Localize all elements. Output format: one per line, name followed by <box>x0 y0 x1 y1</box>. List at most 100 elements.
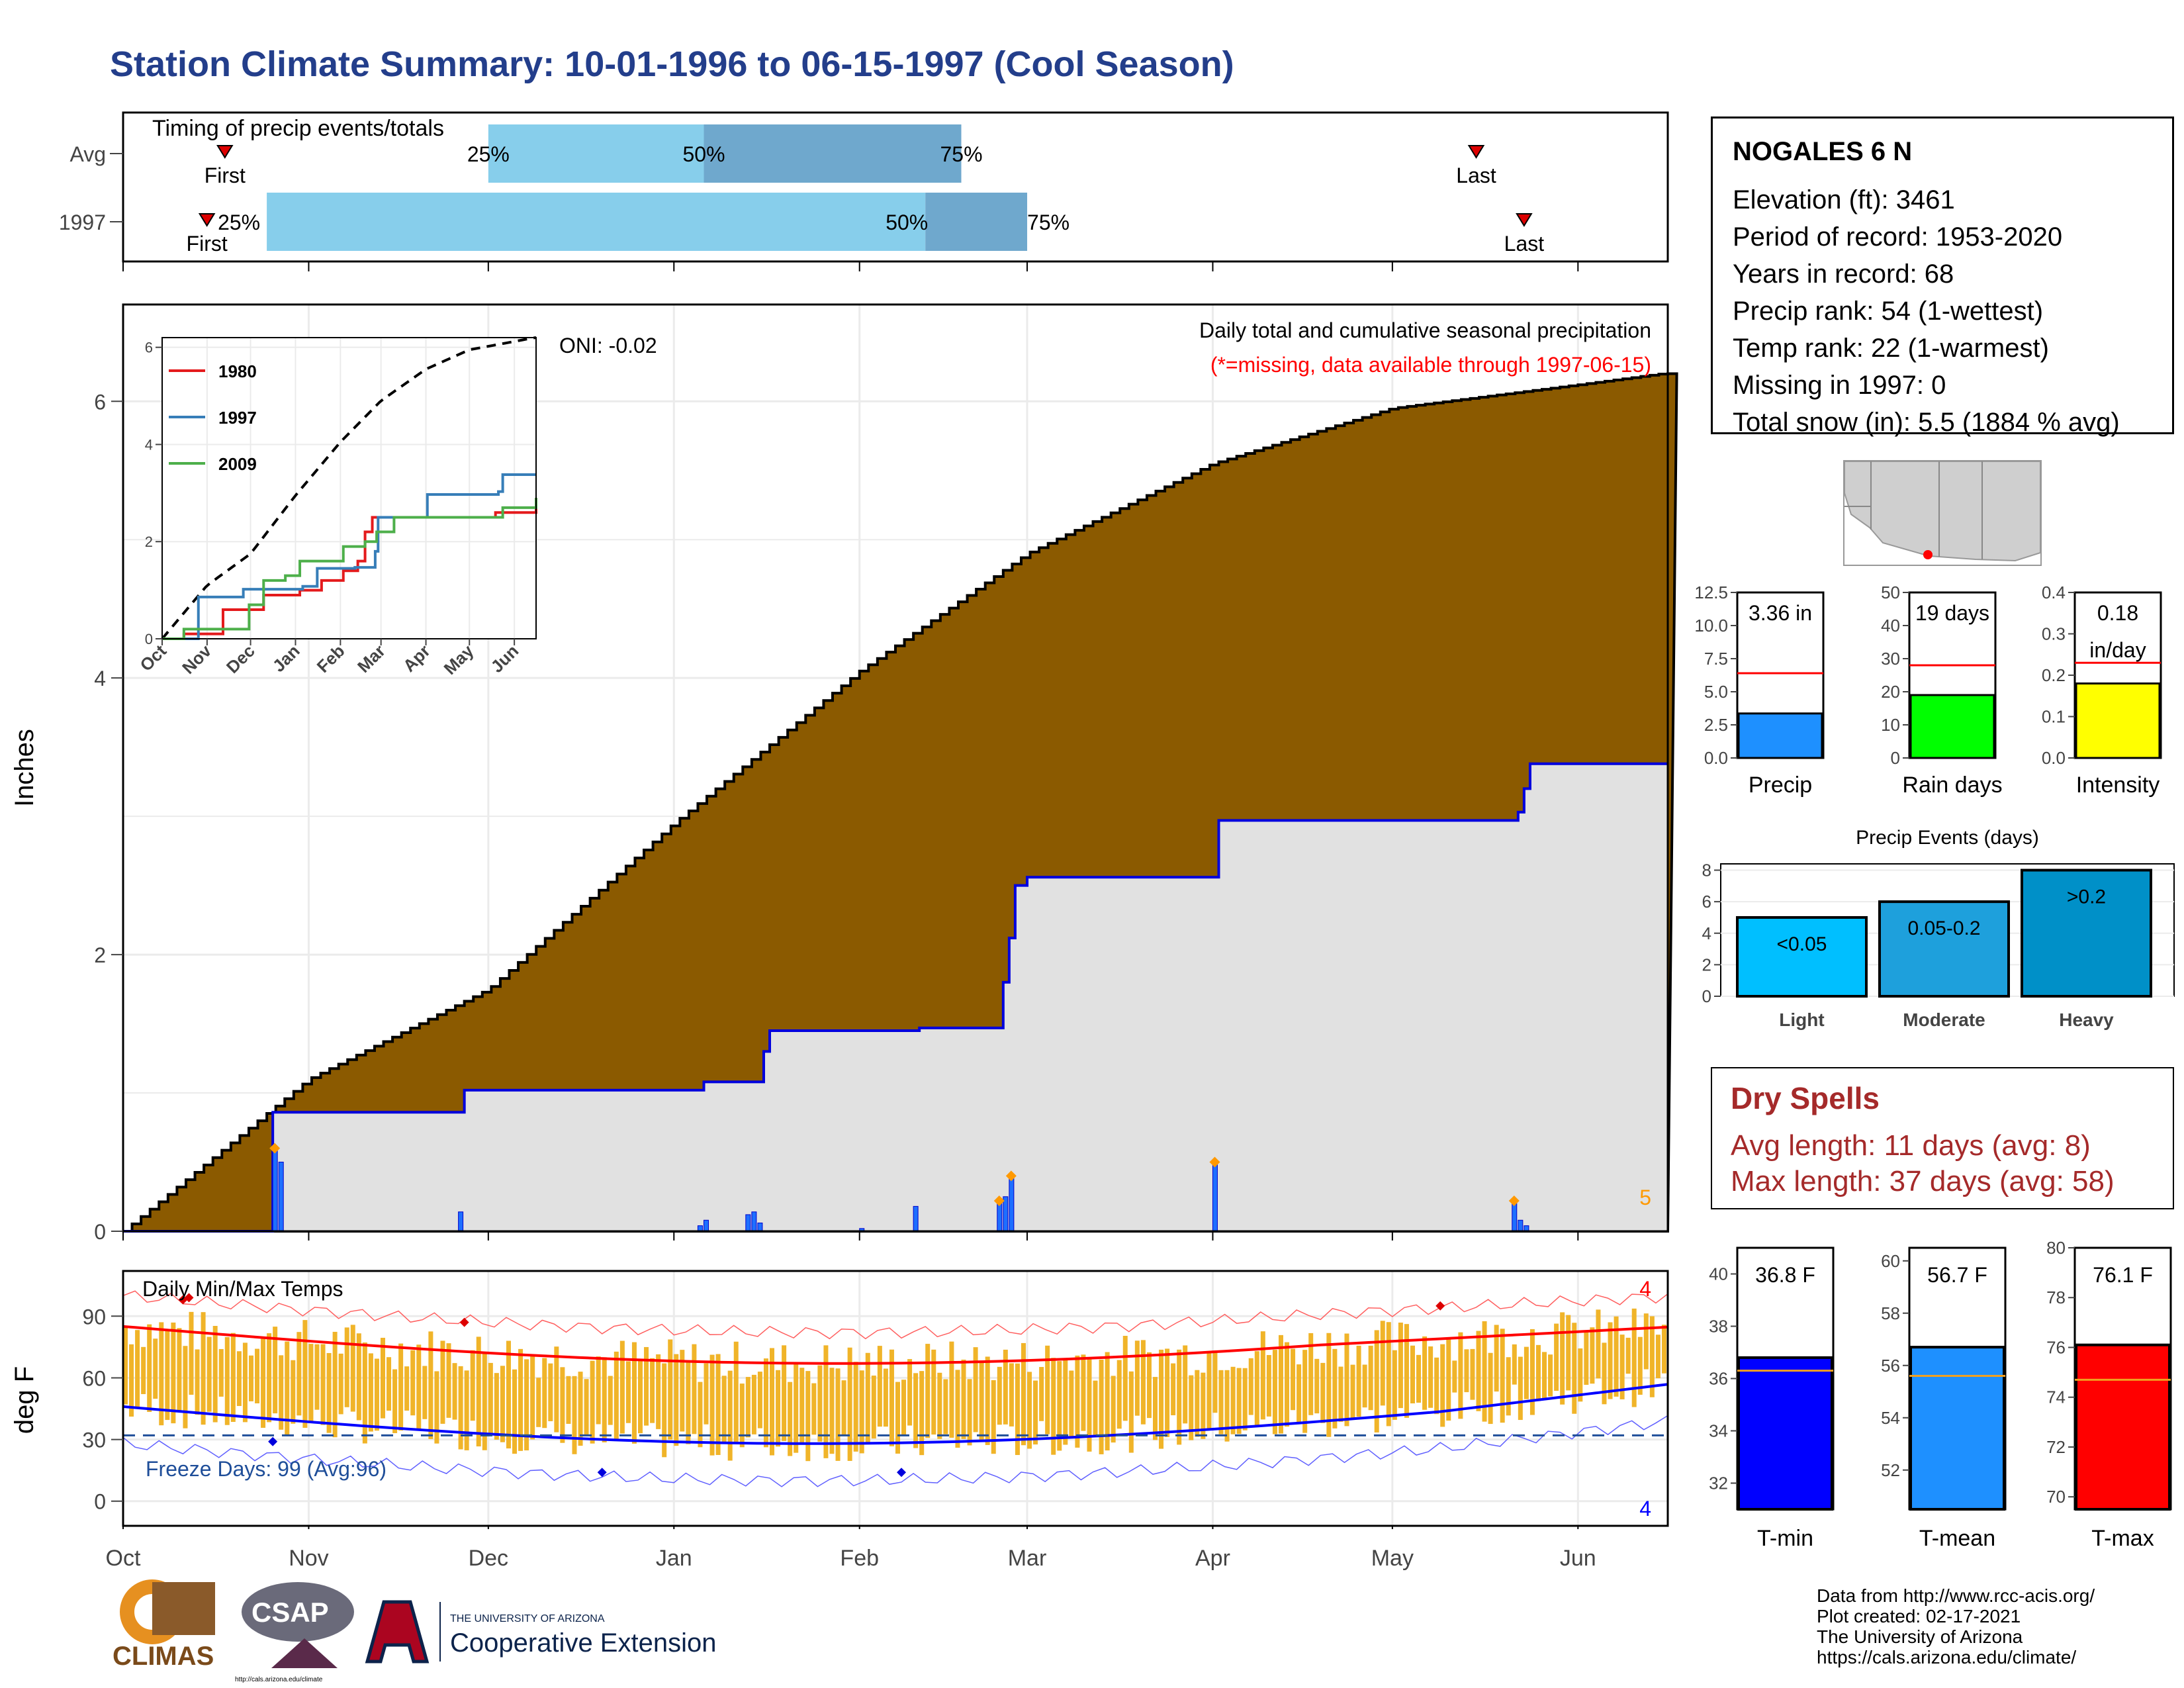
daily-temp-bar-181 <box>1206 1352 1212 1429</box>
daily-temp-bar-10 <box>183 1346 188 1429</box>
daily-temp-bar-29 <box>296 1332 302 1416</box>
daily-temp-bar-199 <box>1314 1358 1320 1414</box>
temp-bar-ytick-label-0-3: 38 <box>1709 1317 1728 1336</box>
temp-bar-ytick-label-0-1: 34 <box>1709 1421 1728 1441</box>
daily-temp-bar-158 <box>1069 1370 1074 1437</box>
daily-temp-bar-24 <box>267 1333 272 1423</box>
daily-temp-bar-230 <box>1500 1329 1505 1423</box>
daily-temp-bar-42 <box>374 1358 379 1431</box>
temp-ytick-label-0: 0 <box>94 1490 106 1514</box>
summary-label-0: Precip <box>1749 773 1812 798</box>
daily-precip-bar-4 <box>704 1219 709 1232</box>
summary-ytick-label-0-4: 10.0 <box>1694 616 1728 635</box>
daily-temp-bar-206 <box>1356 1345 1361 1417</box>
summary-bars: 0.0 2.5 5.0 7.5 10.0 12.5 3.36 in Precip 0 10 20 30… <box>1694 583 2162 798</box>
daily-precip-bar-5 <box>745 1214 751 1232</box>
summary-label-2: Intensity <box>2076 773 2160 798</box>
timing-bar-q25-q50-0 <box>488 124 704 183</box>
daily-temp-bar-94 <box>686 1361 691 1444</box>
x-axis-label-Jun: Jun <box>1559 1546 1596 1571</box>
daily-temp-bar-147 <box>1003 1349 1008 1425</box>
daily-temp-bar-129 <box>895 1382 900 1454</box>
station-detail-4: Temp rank: 22 (1-warmest) <box>1733 334 2049 363</box>
daily-temp-bar-53 <box>440 1340 445 1424</box>
temp-bar-ytick-label-2-2: 74 <box>2046 1387 2066 1407</box>
daily-temp-bar-71 <box>548 1363 553 1421</box>
daily-temp-bar-183 <box>1218 1370 1224 1434</box>
daily-temp-bar-48 <box>410 1350 416 1416</box>
daily-temp-bar-57 <box>464 1370 469 1450</box>
summary-value-2: 0.18 <box>2097 601 2138 625</box>
daily-temp-bar-84 <box>625 1361 631 1423</box>
temp-bar-ytick-label-1-4: 60 <box>1881 1251 1900 1271</box>
daily-temp-bar-217 <box>1422 1336 1428 1410</box>
timing-last-label-0: Last <box>1456 164 1496 187</box>
daily-temp-bar-159 <box>1075 1355 1080 1448</box>
daily-temp-bar-253 <box>1637 1336 1643 1395</box>
daily-temp-bar-85 <box>631 1342 637 1444</box>
timing-panel: Timing of precip events/totals Avg 25% 50% 7… <box>59 111 1669 271</box>
daily-temp-bar-180 <box>1201 1372 1206 1439</box>
daily-temp-bar-138 <box>949 1341 954 1438</box>
daily-temp-bar-115 <box>811 1383 817 1435</box>
record-low-marker-0 <box>268 1436 278 1446</box>
ua-block-a <box>365 1600 430 1664</box>
daily-temp-bar-35 <box>332 1331 338 1438</box>
daily-temp-bar-2 <box>135 1330 140 1408</box>
precip-ytick-label-2: 2 <box>94 943 106 967</box>
temp-bar-ytick-label-1-1: 54 <box>1881 1408 1900 1428</box>
temp-bar-ytick-label-2-5: 80 <box>2046 1238 2066 1258</box>
daily-temp-bar-229 <box>1494 1325 1499 1392</box>
record-low-marker-2 <box>897 1468 907 1477</box>
daily-temp-bar-161 <box>1087 1358 1092 1452</box>
daily-temp-bar-168 <box>1128 1371 1134 1453</box>
daily-temp-bar-226 <box>1476 1331 1481 1411</box>
temp-ytick-label-30: 30 <box>82 1429 106 1452</box>
daily-temp-bar-139 <box>955 1370 960 1448</box>
timing-first-marker-0 <box>216 145 234 159</box>
daily-temp-bar-22 <box>255 1348 260 1403</box>
daily-temp-bar-23 <box>261 1338 266 1428</box>
summary-bar-2 <box>2075 682 2161 759</box>
daily-temp-bar-227 <box>1482 1321 1487 1422</box>
summary-ytick-label-2-3: 0.3 <box>2042 624 2066 644</box>
daily-temp-bar-220 <box>1440 1344 1445 1427</box>
daily-temp-bar-13 <box>201 1312 206 1425</box>
summary-ytick-label-1-5: 50 <box>1881 583 1900 602</box>
daily-temp-bar-251 <box>1625 1337 1631 1374</box>
station-detail-5: Missing in 1997: 0 <box>1733 371 1946 400</box>
station-detail-1: Period of record: 1953-2020 <box>1733 222 2063 252</box>
current-cumulative-area <box>123 763 1668 1231</box>
summary-value-1: 19 days <box>1915 601 1989 625</box>
daily-temp-bar-123 <box>859 1370 864 1454</box>
daily-temp-bar-174 <box>1165 1348 1170 1437</box>
daily-temp-bar-47 <box>404 1366 410 1411</box>
daily-temp-bar-209 <box>1374 1330 1379 1433</box>
daily-temp-bar-16 <box>218 1348 224 1397</box>
daily-temp-bar-187 <box>1242 1368 1248 1430</box>
daily-temp-bar-40 <box>362 1342 367 1444</box>
summary-ytick-label-0-3: 7.5 <box>1704 649 1728 669</box>
daily-temp-bar-117 <box>823 1345 829 1458</box>
daily-temp-bar-66 <box>518 1348 523 1451</box>
temp-count-red: 4 <box>1639 1277 1651 1301</box>
daily-temp-bar-246 <box>1596 1309 1601 1379</box>
daily-temp-bar-148 <box>1009 1363 1014 1427</box>
timing-bar-q50-q75-0 <box>704 124 962 183</box>
daily-precip-bar-9 <box>913 1205 919 1232</box>
daily-temp-bar-190 <box>1260 1331 1265 1420</box>
inset-ytick-label-6: 6 <box>145 340 153 356</box>
daily-temp-bar-202 <box>1332 1348 1338 1429</box>
daily-temp-bar-3 <box>141 1346 146 1395</box>
temp-ytick-label-90: 90 <box>82 1305 106 1329</box>
temp-panel-label: Daily Min/Max Temps <box>142 1277 343 1301</box>
daily-temp-bar-119 <box>835 1368 841 1461</box>
inset-legend-label-2009: 2009 <box>218 454 257 474</box>
temp-bar-ytick-label-0-2: 36 <box>1709 1369 1728 1389</box>
temperature-bars: 32 34 36 38 40 36.8 F T-min 52 54 56 58 60 56.7 F T-m… <box>1709 1238 2172 1551</box>
record-high-marker-3 <box>1435 1301 1445 1311</box>
station-detail-0: Elevation (ft): 3461 <box>1733 185 1955 214</box>
temp-bar-2 <box>2075 1343 2171 1511</box>
daily-temp-bar-122 <box>853 1362 858 1452</box>
daily-temp-bar-152 <box>1033 1380 1038 1445</box>
